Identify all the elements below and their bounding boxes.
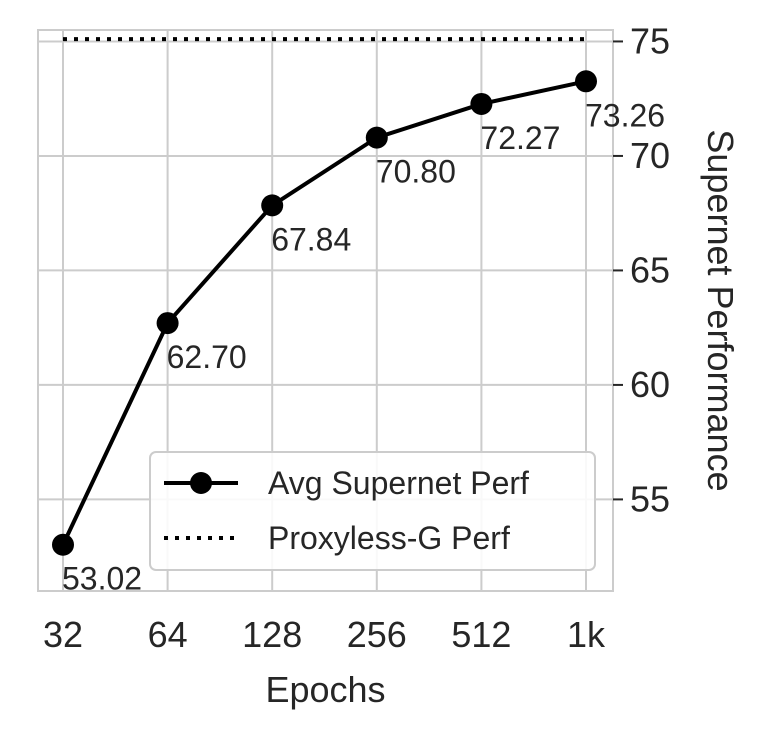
plot-frame (37, 29, 614, 592)
y-axis-title: Supernet Performance (700, 129, 741, 491)
y-tick-label: 60 (630, 364, 670, 405)
legend-box (149, 451, 596, 571)
x-tick-label: 128 (242, 614, 302, 655)
grid (38, 30, 613, 591)
x-tick-labels: 32 64 128 256 512 1k (43, 614, 606, 655)
y-tick-label: 65 (630, 249, 670, 290)
series-layer (52, 37, 597, 556)
data-label: 67.84 (271, 221, 351, 257)
avg-supernet-line (61, 79, 587, 546)
x-tick-label: 1k (567, 614, 606, 655)
x-tick-label: 64 (148, 614, 188, 655)
y-tick-label: 70 (630, 135, 670, 176)
legend-marker (190, 472, 212, 494)
x-axis-title: Epochs (265, 669, 385, 710)
data-labels: 53.02 62.70 67.84 70.80 72.27 73.26 (62, 97, 665, 596)
data-label: 72.27 (480, 120, 560, 156)
data-label: 70.80 (376, 154, 456, 190)
legend: Avg Supernet Perf Proxyless-G Perf (149, 451, 596, 571)
data-label: 53.02 (62, 561, 142, 597)
y-tick-label: 75 (630, 20, 670, 61)
x-tick-label: 32 (43, 614, 83, 655)
data-point (156, 312, 179, 335)
data-point (575, 70, 597, 93)
data-point (52, 533, 74, 556)
y-tick-label: 55 (630, 478, 670, 519)
data-point (365, 126, 388, 149)
data-label: 73.26 (585, 97, 665, 133)
data-label: 62.70 (167, 339, 247, 375)
legend-entry: Proxyless-G Perf (268, 520, 510, 556)
x-tick-label: 256 (347, 614, 407, 655)
x-tick-label: 512 (451, 614, 511, 655)
data-point (261, 194, 284, 217)
data-point (470, 92, 493, 115)
legend-entry: Avg Supernet Perf (268, 465, 529, 501)
y-tick-labels: 55 60 65 70 75 (613, 20, 670, 519)
